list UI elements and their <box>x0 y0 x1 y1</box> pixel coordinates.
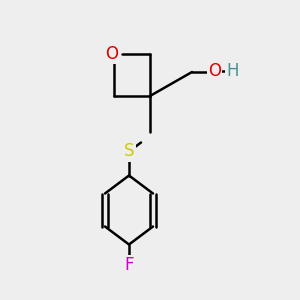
Text: O: O <box>208 61 221 80</box>
Text: O: O <box>105 45 118 63</box>
Text: S: S <box>124 142 134 160</box>
Text: F: F <box>124 256 134 274</box>
Text: H: H <box>226 61 239 80</box>
